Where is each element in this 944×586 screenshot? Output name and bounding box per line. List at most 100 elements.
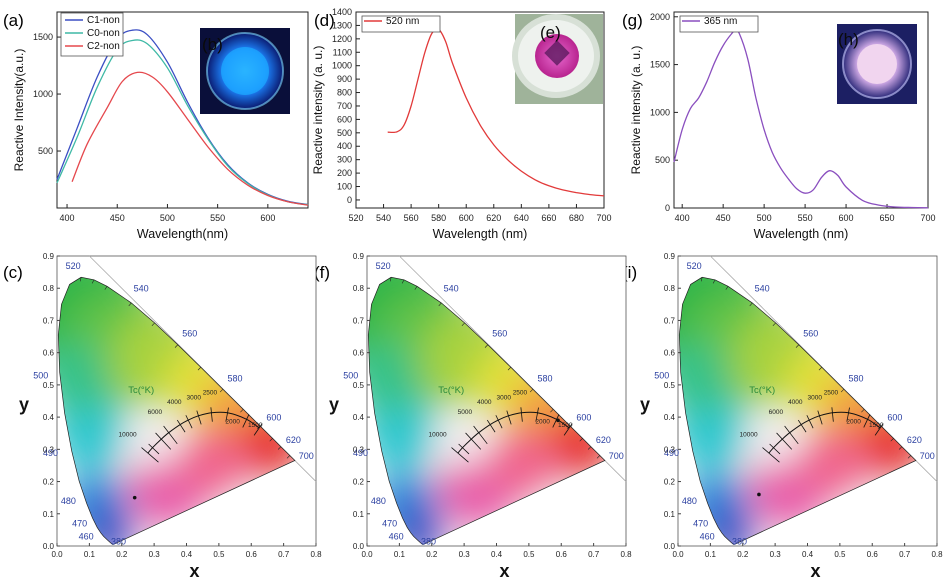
cct-label: 6000 [769,409,784,416]
photo-inset-b: (b) [200,28,290,114]
y-tick-label: 500 [655,155,670,165]
panel-letter-f: (f) [314,263,330,282]
x-tick-label: 700 [920,213,935,223]
y-tick-label: 1400 [332,7,352,17]
y-tick-label: 0.9 [353,252,365,261]
wavelength-label: 700 [299,451,314,461]
wavelength-label: 520 [66,261,81,271]
locus-tick [219,388,224,393]
y-tick-label: 1500 [650,60,670,70]
wavelength-label: 560 [182,329,197,339]
locus-tick [861,409,865,413]
y-tick-label: 0.1 [664,510,676,519]
y-tick-label: 100 [337,182,352,192]
x-tick-label: 580 [431,213,446,223]
x-tick-label: 520 [348,213,363,223]
isotemperature-line [563,423,573,436]
cct-label: 10000 [740,431,758,438]
cie-chart-c: 380 460 470 480 490 500 520 540 560 580 600 620 700 T… [19,252,322,581]
y-tick-label: 0.6 [664,349,676,358]
isotemperature-line [797,419,807,433]
isotemperature-line [552,414,560,428]
cct-label: 3000 [187,394,202,401]
cie-chart-f: 380 460 470 480 490 500 520 540 560 580 600 620 700 T… [329,252,632,581]
x-tick-label: 400 [60,213,75,223]
x-tick-label: 0.0 [361,550,373,559]
isotemperature-line [846,407,850,422]
cie-color-blob [368,342,420,415]
x-axis-label: Wavelength (nm) [754,227,849,241]
y-tick-label: 0.8 [664,284,676,293]
cie-color-blob [799,428,868,497]
x-tick-label: 620 [486,213,501,223]
locus-tick [749,302,753,307]
x-tick-label: 450 [110,213,125,223]
y-tick-label: 0 [665,203,670,213]
locus-tick [725,286,729,290]
x-tick-label: 0.3 [770,550,782,559]
y-axis-label: y [19,395,29,415]
x-tick-label: 650 [880,213,895,223]
cct-label: 2500 [513,390,528,397]
panel-letter-h: (h) [838,30,859,49]
isotemperature-line [253,423,263,436]
y-tick-label: 0.3 [43,445,55,454]
x-tick-label: 0.5 [523,550,535,559]
wavelength-label: 620 [286,435,301,445]
wavelength-label: 480 [371,496,386,506]
x-tick-label: 600 [839,213,854,223]
cct-label: 3000 [497,394,512,401]
cct-label: 10000 [429,431,447,438]
y-tick-label: 0.5 [353,381,365,390]
y-tick-label: 0.6 [353,349,365,358]
isotemperature-line [141,447,159,463]
isotemperature-line [506,410,512,425]
x-tick-label: 450 [716,213,731,223]
x-tick-label: 0.2 [116,550,128,559]
cct-label: 3000 [808,394,823,401]
x-tick-label: 0.6 [867,550,879,559]
y-tick-label: 200 [337,168,352,178]
wavelength-label: 480 [61,496,76,506]
x-axis-label: Wavelength(nm) [137,227,228,241]
y-tick-label: 0.0 [664,542,676,551]
plot-frame [673,11,929,209]
cct-label: 10000 [119,431,137,438]
wavelength-label: 580 [228,374,243,384]
locus-tick [550,409,554,413]
y-tick-label: 0.4 [43,413,55,422]
locus-tick [461,322,465,327]
y-tick-label: 1000 [332,61,352,71]
locus-tick [91,279,95,284]
y-tick-label: 0.6 [43,349,55,358]
cct-label: 2000 [846,419,861,426]
locus-tick [772,322,776,327]
locus-tick [128,302,132,307]
locus-tick [898,446,903,450]
isotemperature-line [874,423,884,436]
wavelength-label: 600 [266,412,281,422]
cie-color-blob [394,512,443,545]
y-tick-label: 0 [347,195,352,205]
isotemperature-line [155,432,172,450]
y-axis-label: Reactive intensity (a. u.) [311,46,325,175]
x-tick-label: 550 [210,213,225,223]
wavelength-label: 700 [920,451,935,461]
x-tick-label: 0.6 [556,550,568,559]
y-tick-label: 0.9 [43,252,55,261]
wavelength-label: 540 [444,283,459,293]
x-tick-label: 0.4 [802,550,814,559]
cct-label: 1500 [869,422,884,429]
x-tick-label: 500 [757,213,772,223]
wavelength-label: 520 [376,261,391,271]
y-tick-label: 0.5 [43,381,55,390]
cct-title: Tc(°K) [749,385,775,396]
locus-tick [795,344,800,348]
panel-letter-e: (e) [540,23,561,42]
cct-label: 1500 [248,422,263,429]
cie-color-blob [178,428,247,497]
legend-box [679,15,759,33]
locus-tick [890,438,894,442]
wavelength-label: 520 [687,261,702,271]
